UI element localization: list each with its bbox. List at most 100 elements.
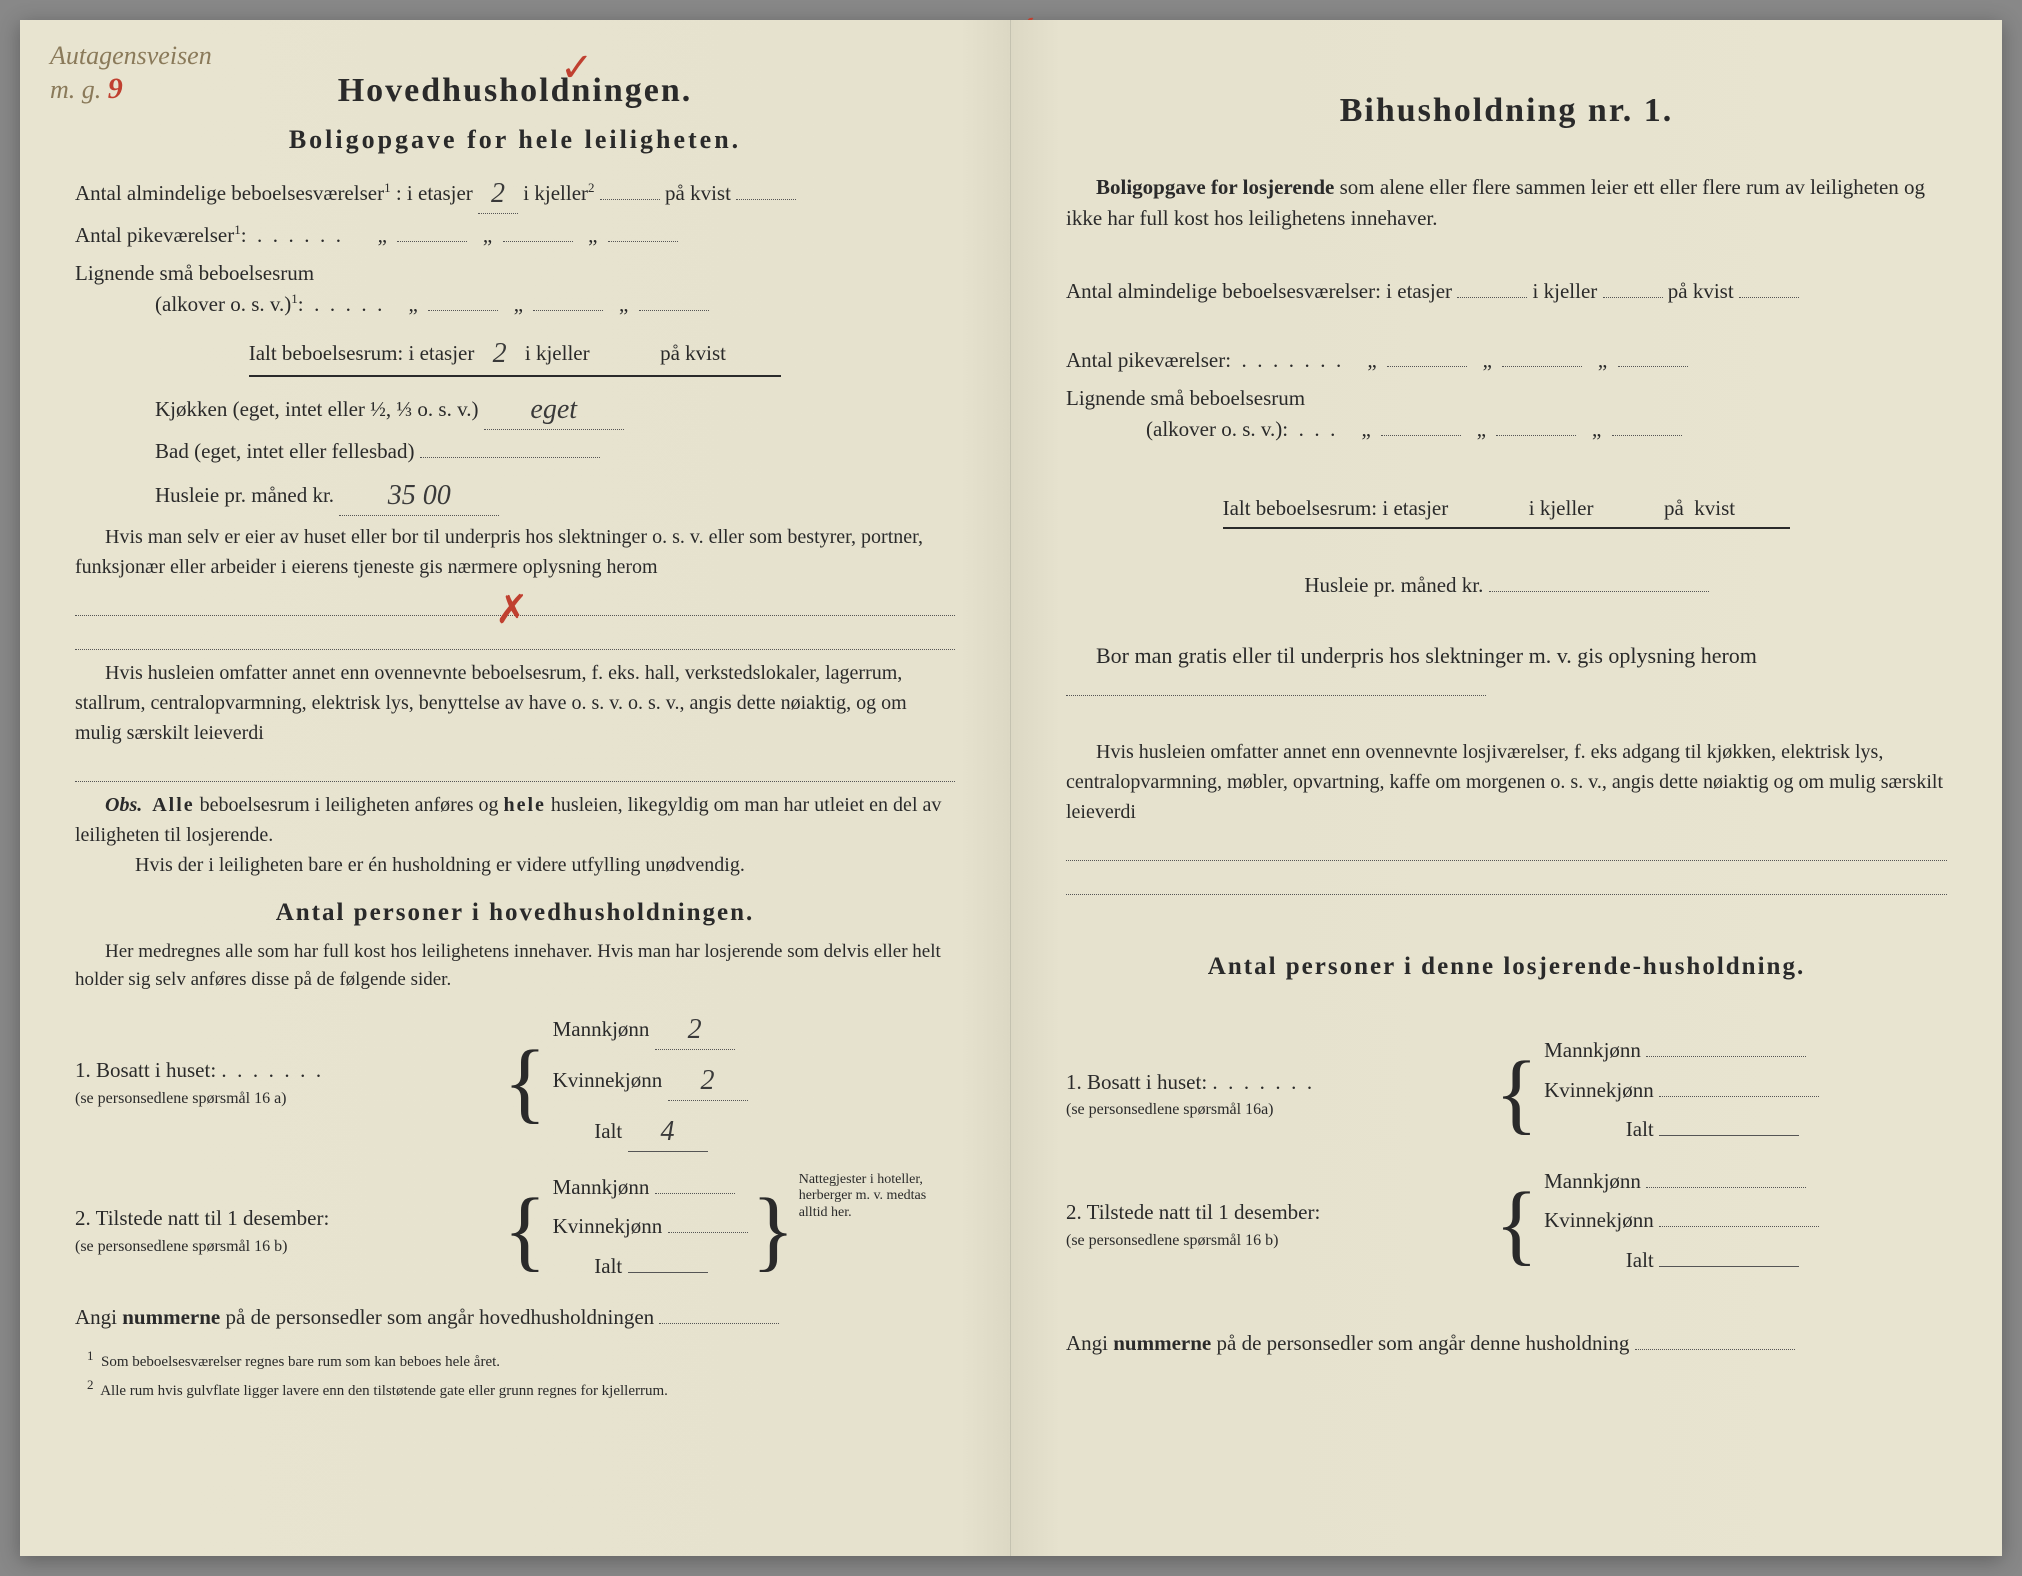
value-ialt-etasjer: 2 xyxy=(493,338,507,369)
r-blank-1 xyxy=(1066,835,1947,861)
label-kvinne: Kvinnekjønn xyxy=(553,1068,663,1092)
obs-para: Obs. Alle beboelsesrum i leiligheten anf… xyxy=(75,790,955,850)
left-page: Autagensveisen m. g. 9 Hovedhusholdninge… xyxy=(20,20,1011,1556)
label-etasjer: : i etasjer xyxy=(396,181,473,205)
r-label-lign2: (alkover o. s. v.): xyxy=(1066,417,1288,441)
label-lignende2: (alkover o. s. v.) xyxy=(75,292,291,316)
r-label-lign1: Lignende små beboelsesrum xyxy=(1066,386,1305,410)
r-blank-2 xyxy=(1066,869,1947,895)
label-ialt: Ialt beboelsesrum: i etasjer xyxy=(249,341,475,365)
r-section: Antal personer i denne losjerende-hushol… xyxy=(1066,948,1947,986)
q2-label: 2. Tilstede natt til 1 desember: xyxy=(75,1203,497,1235)
q1-subnote: (se personsedlene spørsmål 16 a) xyxy=(75,1087,497,1111)
r-label-kvinne: Kvinnekjønn xyxy=(1544,1078,1654,1102)
label-kjokken: Kjøkken (eget, intet eller ½, ⅓ o. s. v.… xyxy=(155,397,478,421)
footnote-2: 2 Alle rum hvis gulvflate ligger lavere … xyxy=(75,1375,955,1403)
brace-right-icon: } xyxy=(748,1195,799,1267)
value-kjokken: eget xyxy=(530,394,577,425)
document-spread: Autagensveisen m. g. 9 Hovedhusholdninge… xyxy=(20,20,2002,1556)
label-mann-2: Mannkjønn xyxy=(553,1175,650,1199)
label-ialt-kjeller: i kjeller xyxy=(525,341,590,365)
label-almindelige: Antal almindelige beboelsesværelser xyxy=(75,181,384,205)
margin-note-line1: Autagensveisen xyxy=(50,41,212,70)
label-lignende1: Lignende små beboelsesrum xyxy=(75,261,314,285)
r-q1-subnote: (se personsedlene spørsmål 16a) xyxy=(1066,1098,1489,1122)
r-brace-2: { xyxy=(1489,1189,1544,1261)
footnote-1: 1 Som beboelsesværelser regnes bare rum … xyxy=(75,1346,955,1374)
angi-line: Angi nummerne på de personsedler som ang… xyxy=(75,1302,955,1334)
label-kvinne-2: Kvinnekjønn xyxy=(553,1214,663,1238)
section-antal-personer: Antal personer i hovedhusholdningen. xyxy=(75,894,955,932)
label-bad: Bad (eget, intet eller fellesbad) xyxy=(155,439,414,463)
r-angi-line: Angi nummerne på de personsedler som ang… xyxy=(1066,1328,1947,1360)
right-title: Bihusholdning nr. 1. xyxy=(1066,85,1947,136)
line-pike: Antal pikeværelser1: . . . . . . „ „ „ xyxy=(75,220,955,252)
r-line-lign: Lignende små beboelsesrum (alkover o. s.… xyxy=(1066,383,1947,446)
r-label-alm: Antal almindelige beboelsesværelser: i e… xyxy=(1066,279,1452,303)
r-q1-block: 1. Bosatt i huset: . . . . . . . (se per… xyxy=(1066,1035,1947,1154)
para-eier: Hvis man selv er eier av huset eller bor… xyxy=(75,522,955,582)
label-pike: Antal pikeværelser xyxy=(75,223,234,247)
r-q1-label: 1. Bosatt i huset: . . . . . . . xyxy=(1066,1067,1489,1099)
line-lignende: Lignende små beboelsesrum (alkover o. s.… xyxy=(75,258,955,321)
r-label-ialt-count: Ialt xyxy=(1626,1117,1654,1141)
obs-label: Obs. xyxy=(105,794,142,816)
label-husleie: Husleie pr. måned kr. xyxy=(155,483,334,507)
r-label-kvist: på kvist xyxy=(1668,279,1734,303)
intro-bold: Boligopgave for losjerende xyxy=(1096,175,1334,199)
brace-icon-2: { xyxy=(497,1195,552,1267)
r-label-kvinne-2: Kvinnekjønn xyxy=(1544,1208,1654,1232)
blank-kvist xyxy=(736,199,796,200)
right-page: Bihusholdning nr. 1. Boligopgave for los… xyxy=(1011,20,2002,1556)
label-ialt-2: Ialt xyxy=(594,1254,622,1278)
para-husleie-omfatter: Hvis husleien omfatter annet enn ovennev… xyxy=(75,658,955,748)
q2-subnote: (se personsedlene spørsmål 16 b) xyxy=(75,1235,497,1259)
ialt-row: Ialt beboelsesrum: i etasjer 2 i kjeller… xyxy=(75,331,955,377)
label-ialt-kvist: på kvist xyxy=(660,341,726,365)
natte-note: Nattegjester i hoteller, herberger m. v.… xyxy=(799,1172,939,1291)
footnotes: 1 Som beboelsesværelser regnes bare rum … xyxy=(75,1346,955,1403)
obs-mid: beboelsesrum i leiligheten anføres og xyxy=(195,794,504,816)
margin-note-number: 9 xyxy=(108,72,123,105)
brace-icon: { xyxy=(497,1047,552,1119)
r-label-husleie: Husleie pr. måned kr. xyxy=(1304,573,1483,597)
q1-block: 1. Bosatt i huset: . . . . . . . (se per… xyxy=(75,1007,955,1160)
blank-kjeller xyxy=(600,199,660,200)
r-brace-1: { xyxy=(1489,1058,1544,1130)
r-label-kjeller: i kjeller xyxy=(1533,279,1598,303)
value-etasjer: 2 xyxy=(491,178,505,209)
blank-after-omfatter xyxy=(75,756,955,782)
handwritten-margin-note: Autagensveisen m. g. 9 xyxy=(50,40,212,107)
r-label-ialt-2: Ialt xyxy=(1626,1248,1654,1272)
obs-alle: Alle xyxy=(152,794,194,816)
r-label-ialt-kjeller: i kjeller xyxy=(1529,496,1594,520)
r-ialt-row: Ialt beboelsesrum: i etasjer i kjeller p… xyxy=(1066,493,1947,529)
label-ialt-count: Ialt xyxy=(594,1119,622,1143)
r-q2-block: 2. Tilstede natt til 1 desember: (se per… xyxy=(1066,1166,1947,1285)
line-bad: Bad (eget, intet eller fellesbad) xyxy=(75,436,955,468)
r-label-ialt: Ialt beboelsesrum: i etasjer xyxy=(1223,496,1449,520)
red-check-2: ✗ xyxy=(495,580,529,640)
value-mann: 2 xyxy=(688,1014,702,1045)
blank-after-eier: ✗ xyxy=(75,590,955,616)
section-note: Her medregnes alle som har full kost hos… xyxy=(75,938,955,995)
blank-bad xyxy=(420,457,600,458)
value-ialt: 4 xyxy=(661,1116,675,1147)
label-kjeller: i kjeller xyxy=(523,181,588,205)
right-intro: Boligopgave for losjerende som alene ell… xyxy=(1066,172,1947,235)
r-q2-subnote: (se personsedlene spørsmål 16 b) xyxy=(1066,1229,1489,1253)
q1-label: 1. Bosatt i huset: . . . . . . . xyxy=(75,1055,497,1087)
margin-note-line2: m. g. xyxy=(50,75,101,104)
line-almindelige: Antal almindelige beboelsesværelser1 : i… xyxy=(75,171,955,214)
r-line-alm: Antal almindelige beboelsesværelser: i e… xyxy=(1066,276,1947,308)
line-husleie: Husleie pr. måned kr. 35 00 xyxy=(75,473,955,516)
obs-para2: Hvis der i leiligheten bare er én hushol… xyxy=(75,850,955,880)
r-husleie: Husleie pr. måned kr. xyxy=(1066,570,1947,602)
label-kvist: på kvist xyxy=(665,181,731,205)
value-husleie: 35 00 xyxy=(388,480,451,511)
r-label-pike: Antal pikeværelser: xyxy=(1066,348,1231,372)
r-label-mann: Mannkjønn xyxy=(1544,1038,1641,1062)
r-label-mann-2: Mannkjønn xyxy=(1544,1169,1641,1193)
r-q2-label: 2. Tilstede natt til 1 desember: xyxy=(1066,1197,1489,1229)
label-mann: Mannkjønn xyxy=(553,1017,650,1041)
